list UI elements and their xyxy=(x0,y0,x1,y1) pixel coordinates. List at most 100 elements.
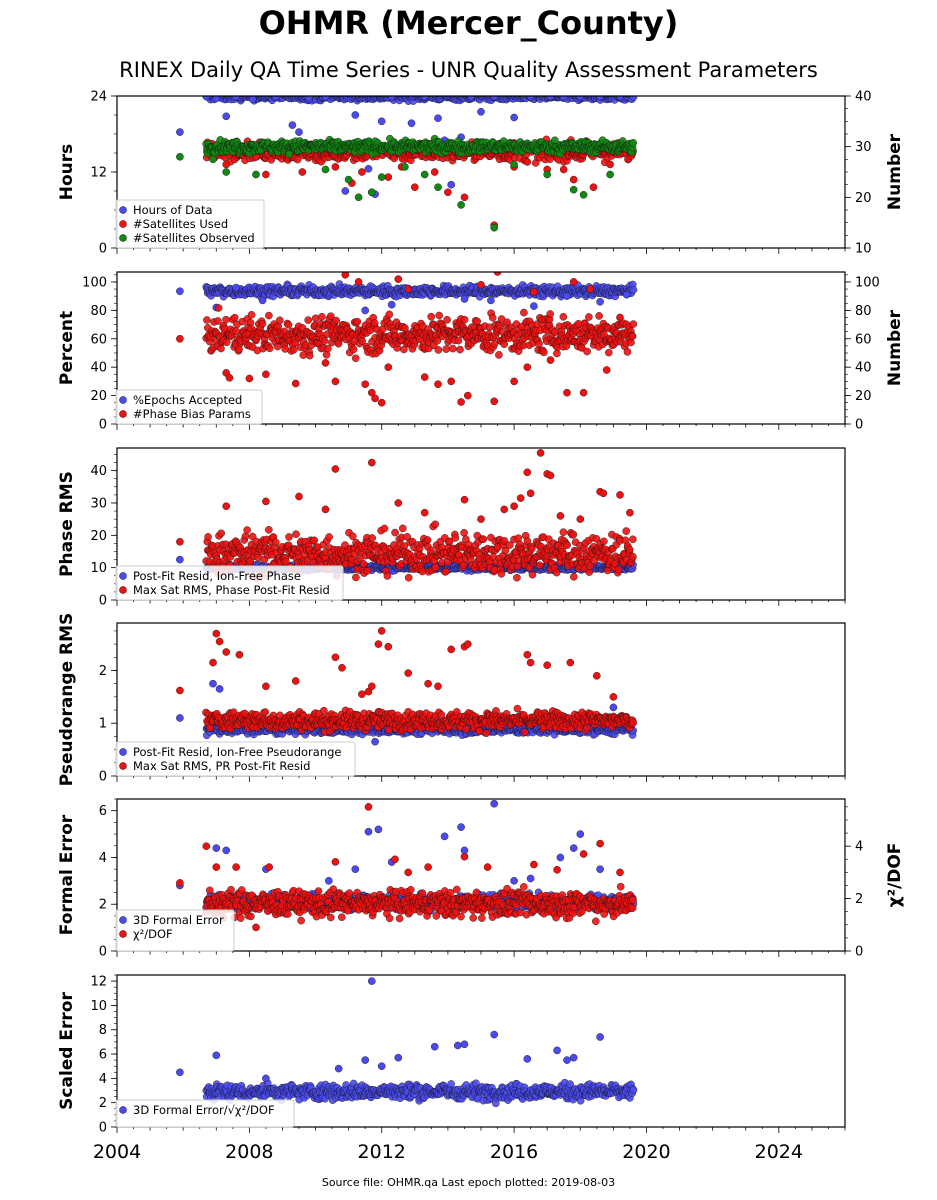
data-point xyxy=(443,346,450,353)
data-point xyxy=(560,529,567,536)
data-point xyxy=(385,364,392,371)
data-point xyxy=(474,318,481,325)
data-point xyxy=(286,151,293,158)
panel-points xyxy=(176,449,636,582)
data-point xyxy=(405,285,412,292)
data-point xyxy=(395,499,402,506)
data-point xyxy=(461,194,468,201)
data-point xyxy=(354,318,361,325)
data-point xyxy=(600,538,607,545)
data-point xyxy=(510,378,517,385)
data-point xyxy=(393,88,400,95)
data-point xyxy=(510,114,517,121)
data-point xyxy=(547,310,554,317)
data-point xyxy=(570,573,577,580)
data-point xyxy=(215,304,222,311)
data-point xyxy=(524,469,531,476)
legend-marker xyxy=(119,206,126,213)
data-point xyxy=(265,312,272,319)
data-point xyxy=(371,320,378,327)
y-tick-label: 24 xyxy=(90,90,107,105)
y-tick-label: 12 xyxy=(90,166,107,181)
data-point xyxy=(378,399,385,406)
data-point xyxy=(530,303,537,310)
data-point xyxy=(428,313,435,320)
y2-tick-label: 0 xyxy=(855,418,863,433)
y2-tick-label: 40 xyxy=(855,90,872,105)
data-point xyxy=(421,509,428,516)
data-point xyxy=(547,472,554,479)
data-point xyxy=(223,168,230,175)
data-point xyxy=(536,562,543,569)
data-point xyxy=(427,547,434,554)
data-point xyxy=(444,189,451,196)
data-point xyxy=(289,122,296,129)
y-tick-label: 0 xyxy=(99,418,107,433)
data-point xyxy=(280,89,287,96)
panel-2: 020406080100Percent020406080100Number%Ep… xyxy=(57,268,905,432)
data-point xyxy=(607,161,614,168)
data-point xyxy=(421,374,428,381)
data-point xyxy=(342,187,349,194)
data-point xyxy=(456,346,463,353)
data-point xyxy=(584,89,591,96)
data-point xyxy=(536,340,543,347)
data-point xyxy=(290,346,297,353)
data-point xyxy=(630,286,637,293)
data-point xyxy=(218,530,225,537)
data-point xyxy=(326,533,333,540)
data-point xyxy=(265,526,272,533)
data-point xyxy=(272,539,279,546)
data-point xyxy=(295,129,302,136)
data-point xyxy=(322,506,329,513)
data-point xyxy=(266,345,273,352)
data-point xyxy=(432,521,439,528)
data-point xyxy=(541,89,548,96)
data-point xyxy=(537,449,544,456)
data-point xyxy=(540,349,547,356)
data-point xyxy=(246,375,253,382)
y2-axis-label: Number xyxy=(885,133,905,210)
charts-canvas: 01224Hours10203040NumberHours of Data#Sa… xyxy=(0,0,937,1200)
data-point xyxy=(489,314,496,321)
data-point xyxy=(259,320,266,327)
data-point xyxy=(364,567,371,574)
data-point xyxy=(524,158,531,165)
data-point xyxy=(424,536,431,543)
data-point xyxy=(434,184,441,191)
data-point xyxy=(295,493,302,500)
data-point xyxy=(452,534,459,541)
data-point xyxy=(365,165,372,172)
data-point xyxy=(176,129,183,136)
data-point xyxy=(358,168,365,175)
data-point xyxy=(321,337,328,344)
y-tick-label: 20 xyxy=(90,389,107,404)
data-point xyxy=(461,295,468,302)
y2-axis-label: Number xyxy=(885,309,905,386)
data-point xyxy=(629,333,636,340)
data-point xyxy=(461,529,468,536)
data-point xyxy=(386,311,393,318)
panel-points xyxy=(176,268,637,406)
data-point xyxy=(176,538,183,545)
data-point xyxy=(515,535,522,542)
data-point xyxy=(176,556,183,563)
legend-label: Hours of Data xyxy=(133,203,213,217)
data-point xyxy=(501,341,508,348)
data-point xyxy=(487,297,494,304)
data-point xyxy=(510,503,517,510)
legend-label: #Satellites Used xyxy=(133,217,228,231)
data-point xyxy=(528,545,535,552)
data-point xyxy=(322,166,329,173)
data-point xyxy=(214,317,221,324)
data-point xyxy=(233,284,240,291)
data-point xyxy=(384,572,391,579)
data-point xyxy=(324,345,331,352)
data-point xyxy=(495,351,502,358)
data-point xyxy=(580,389,587,396)
y-tick-label: 40 xyxy=(90,464,107,479)
data-point xyxy=(626,509,633,516)
data-point xyxy=(564,542,571,549)
data-point xyxy=(455,337,462,344)
data-point xyxy=(524,89,531,96)
